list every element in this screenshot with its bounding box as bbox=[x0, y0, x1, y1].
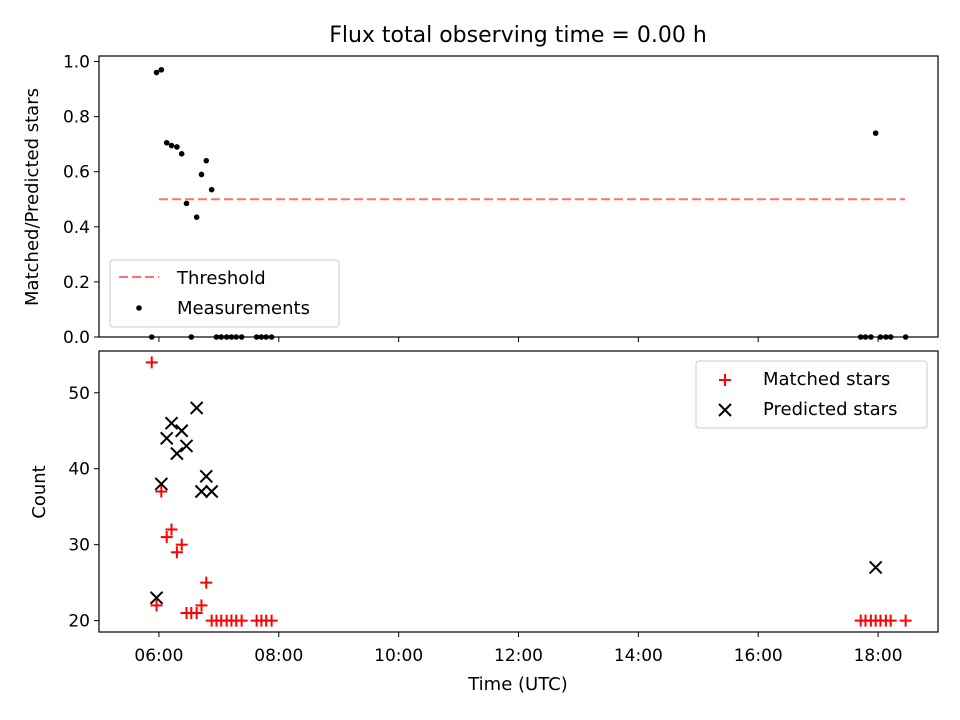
measurements-legend-label: Measurements bbox=[177, 298, 310, 319]
measurement-point bbox=[153, 69, 160, 76]
measurement-point bbox=[883, 334, 889, 340]
matched-star-point bbox=[170, 546, 183, 559]
matched-star-point bbox=[265, 614, 278, 627]
ratio-y-axis: 0.0 0.2 0.4 0.6 0.8 1.0 bbox=[63, 53, 99, 348]
figure-title: Flux total observing time = 0.00 h bbox=[329, 23, 707, 48]
x-tick-label: 06:00 bbox=[134, 646, 183, 666]
measurement-point bbox=[233, 334, 240, 340]
measurement-point bbox=[208, 186, 215, 193]
ratio-legend-box bbox=[109, 259, 340, 328]
predicted-star-point bbox=[189, 401, 204, 415]
matched-star-point bbox=[175, 538, 188, 551]
measurement-point bbox=[148, 334, 155, 340]
predicted-star-point bbox=[154, 477, 169, 491]
count-x-axis: 06:00 08:00 10:00 12:00 14:00 16:00 18:00 bbox=[134, 632, 903, 666]
ratio-legend: Threshold Measurements bbox=[109, 259, 340, 328]
predicted-star-point bbox=[164, 416, 179, 430]
matched-star-point bbox=[165, 523, 178, 536]
measurement-point bbox=[258, 334, 265, 340]
ratio-y-tick-label: 0.6 bbox=[63, 163, 90, 183]
measurements-legend-swatch bbox=[136, 305, 142, 311]
predicted-legend-label: Predicted stars bbox=[763, 399, 897, 420]
predicted-legend-swatch bbox=[718, 403, 732, 417]
count-y-axis: 20 30 40 50 bbox=[68, 384, 99, 632]
predicted-star-point bbox=[199, 469, 213, 484]
measurement-point bbox=[868, 334, 874, 340]
matched-star-point bbox=[200, 576, 213, 589]
matched-star-point bbox=[884, 614, 897, 627]
predicted-star-point bbox=[170, 446, 184, 461]
predicted-star-point bbox=[179, 439, 194, 453]
count-y-tick-label: 40 bbox=[68, 460, 90, 480]
measurement-point bbox=[174, 144, 180, 150]
predicted-star-point bbox=[149, 591, 164, 605]
measurement-point bbox=[188, 334, 195, 340]
measurement-point bbox=[887, 334, 894, 340]
measurement-point bbox=[168, 142, 175, 149]
measurement-point bbox=[163, 139, 170, 146]
measurement-point bbox=[877, 334, 884, 340]
measurement-point bbox=[193, 214, 200, 220]
count-legend: Matched stars Predicted stars bbox=[695, 360, 928, 429]
matched-legend-swatch bbox=[719, 374, 731, 386]
predicted-star-point bbox=[194, 484, 209, 499]
count-legend-box bbox=[695, 360, 928, 429]
matched-star-point bbox=[899, 614, 912, 627]
matched-star-point bbox=[235, 614, 248, 627]
measurement-point bbox=[862, 334, 869, 340]
ratio-y-tick-label: 0.8 bbox=[63, 108, 90, 128]
x-tick-label: 12:00 bbox=[494, 646, 543, 666]
measurement-point bbox=[213, 334, 220, 340]
ratio-y-tick-label: 0.2 bbox=[63, 273, 90, 293]
matched-star-point bbox=[195, 599, 208, 612]
threshold-legend-label: Threshold bbox=[176, 268, 266, 289]
x-tick-label: 08:00 bbox=[254, 646, 303, 666]
measurement-point bbox=[178, 150, 185, 157]
predicted-star-point bbox=[868, 560, 883, 575]
count-points bbox=[145, 356, 912, 627]
measurement-point bbox=[902, 334, 909, 340]
measurement-point bbox=[253, 334, 260, 340]
matched-star-point bbox=[160, 531, 173, 544]
count-plot: 20 30 40 50 06:00 08:00 10:00 12:00 14:00 16:00 1… bbox=[29, 350, 939, 695]
measurement-points bbox=[148, 66, 909, 340]
matched-star-point bbox=[190, 607, 203, 620]
x-axis-label: Time (UTC) bbox=[467, 674, 568, 695]
measurement-point bbox=[158, 66, 165, 73]
x-tick-label: 16:00 bbox=[734, 646, 783, 666]
ratio-plot: 0.0 0.2 0.4 0.6 0.8 1.0 Matched/Predicted sta… bbox=[22, 53, 939, 348]
matched-star-point bbox=[150, 599, 163, 612]
predicted-star-point bbox=[160, 431, 174, 446]
measurement-point bbox=[198, 171, 205, 178]
count-y-tick-label: 50 bbox=[68, 384, 90, 404]
matched-legend-label: Matched stars bbox=[763, 369, 890, 390]
count-y-label: Count bbox=[29, 465, 50, 518]
x-tick-label: 18:00 bbox=[854, 646, 903, 666]
matched-star-point bbox=[155, 485, 168, 498]
ratio-y-tick-label: 0.4 bbox=[63, 218, 90, 238]
measurement-point bbox=[203, 157, 210, 164]
ratio-y-tick-label: 0.0 bbox=[63, 328, 90, 348]
predicted-star-point bbox=[174, 424, 189, 438]
measurement-point bbox=[223, 334, 230, 340]
measurement-point bbox=[857, 334, 864, 340]
ratio-y-tick-label: 1.0 bbox=[63, 53, 90, 73]
measurement-point bbox=[872, 130, 879, 136]
ratio-y-label: Matched/Predicted stars bbox=[22, 88, 43, 306]
measurement-point bbox=[263, 334, 270, 340]
measurement-point bbox=[218, 334, 225, 340]
measurement-point bbox=[268, 334, 275, 340]
x-tick-label: 10:00 bbox=[374, 646, 423, 666]
x-tick-label: 14:00 bbox=[614, 646, 663, 666]
predicted-star-point bbox=[204, 484, 219, 499]
measurement-point bbox=[238, 334, 245, 340]
measurement-point bbox=[228, 334, 235, 340]
count-y-tick-label: 30 bbox=[68, 536, 90, 556]
measurement-point bbox=[183, 200, 190, 207]
count-y-tick-label: 20 bbox=[68, 612, 90, 632]
matched-star-point bbox=[145, 356, 158, 369]
